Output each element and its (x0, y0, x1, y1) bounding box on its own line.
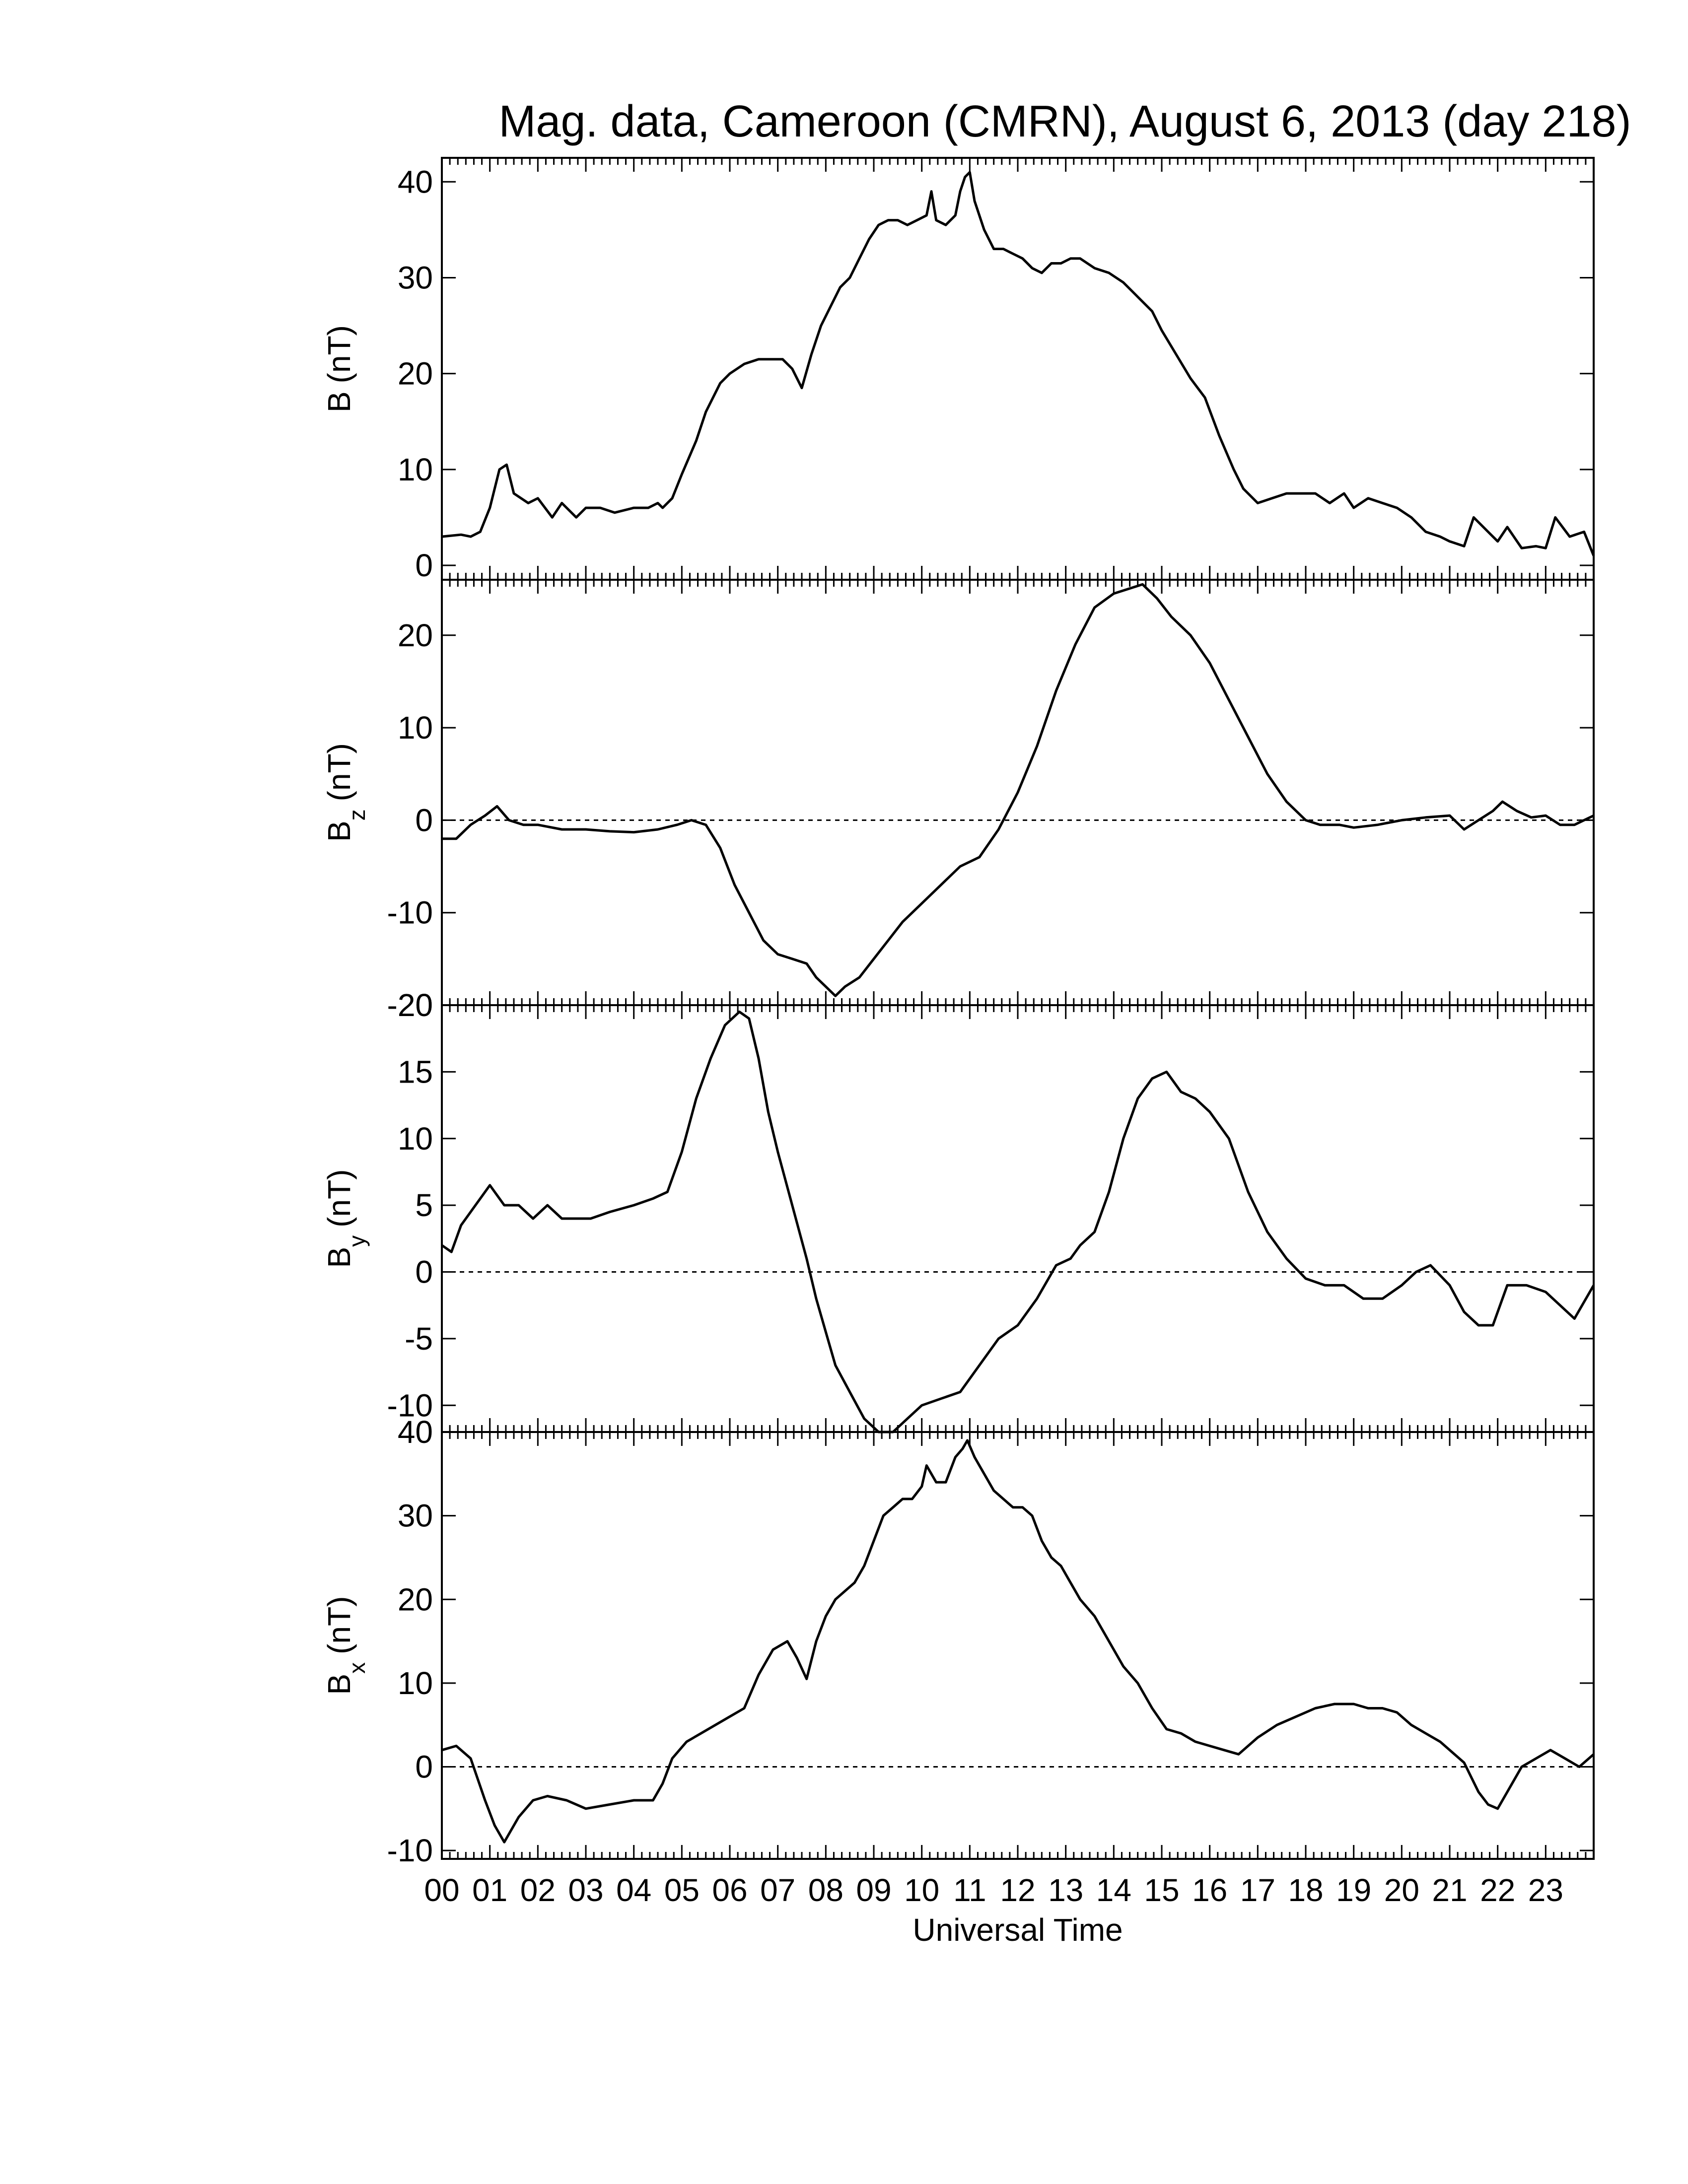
y-axis-label-subscript: y (344, 1235, 370, 1247)
x-tick-label: 05 (664, 1872, 700, 1908)
y-axis-label-unit: (nT) (321, 325, 357, 383)
panel-frame (441, 1004, 1595, 1433)
y-axis-label-unit: (nT) (321, 1169, 357, 1228)
x-tick-label: 19 (1336, 1872, 1371, 1908)
y-axis-label-symbol: B (321, 1247, 357, 1268)
x-tick-label: 13 (1048, 1872, 1083, 1908)
x-tick-label: 20 (1384, 1872, 1419, 1908)
y-axis-label: B (nT) (321, 325, 357, 412)
panel-3: -10 -5 0 5 10 15 20 By (nT) (321, 987, 1595, 1433)
x-tick-label: 01 (472, 1872, 507, 1908)
y-axis-label-symbol: B (321, 1674, 357, 1695)
y-tick-label: 10 (398, 452, 433, 487)
y-tick-label: -10 (387, 895, 433, 931)
y-tick-label: -5 (405, 1321, 433, 1357)
x-tick-label: 12 (1000, 1872, 1035, 1908)
x-tick-label: 17 (1240, 1872, 1275, 1908)
y-tick-label: -20 (387, 987, 433, 1023)
y-tick-label: 40 (398, 1414, 433, 1450)
x-tick-label: 23 (1528, 1872, 1563, 1908)
panel-1: 0 10 20 30 40 B (nT) (321, 157, 1595, 583)
y-tick-label: 20 (398, 1581, 433, 1617)
y-axis-label: Bz (nT) (321, 743, 370, 842)
y-tick-label: 0 (415, 802, 433, 838)
y-tick-label: 30 (398, 1498, 433, 1534)
panel-4: -10 0 10 20 30 40 Bx (nT) (321, 1414, 1595, 1868)
x-tick-label: 15 (1144, 1872, 1179, 1908)
x-tick-label: 08 (808, 1872, 844, 1908)
y-tick-label: 0 (415, 1749, 433, 1785)
panel-frame (441, 157, 1595, 581)
y-tick-label: 20 (398, 617, 433, 653)
x-tick-label: 04 (616, 1872, 651, 1908)
series-line (442, 583, 1595, 997)
y-tick-label: 10 (398, 710, 433, 746)
y-tick-label: 30 (398, 260, 433, 295)
x-tick-label: 03 (568, 1872, 603, 1908)
panel-stack: 010203040B(nT)-20-1001020Bz(nT)-10-50510… (321, 157, 1595, 1908)
x-tick-label: 00 (424, 1872, 459, 1908)
y-axis-label-subscript: x (344, 1662, 370, 1674)
y-tick-label: 20 (398, 356, 433, 392)
y-axis-label-symbol: B (321, 820, 357, 842)
y-tick-label: 0 (415, 1254, 433, 1290)
y-axis-label: By (nT) (321, 1169, 370, 1268)
y-tick-label: 10 (398, 1121, 433, 1157)
x-tick-label: 10 (904, 1872, 939, 1908)
y-tick-label: 10 (398, 1665, 433, 1701)
x-tick-label: 14 (1096, 1872, 1131, 1908)
y-axis-label-symbol: B (321, 391, 357, 412)
series-line (441, 171, 1595, 556)
y-axis-label: Bx (nT) (321, 1596, 370, 1695)
x-tick-label: 06 (712, 1872, 747, 1908)
y-axis-label-unit: (nT) (321, 743, 357, 801)
series-line (441, 1010, 1595, 1433)
y-tick-label: 0 (415, 547, 433, 583)
x-axis-label: Universal Time (913, 1912, 1123, 1948)
y-tick-label: -10 (387, 1833, 433, 1868)
y-axis-label-subscript: z (344, 809, 370, 820)
x-tick-label: 02 (520, 1872, 556, 1908)
x-tick-label: 09 (856, 1872, 891, 1908)
x-tick-label: 18 (1288, 1872, 1323, 1908)
x-tick-label: 21 (1432, 1872, 1467, 1908)
x-tick-label: 07 (760, 1872, 795, 1908)
y-tick-label: 40 (398, 164, 433, 200)
x-tick-label: 16 (1192, 1872, 1227, 1908)
panel-frame (441, 1431, 1595, 1860)
x-tick-label: 22 (1480, 1872, 1515, 1908)
y-axis-label-unit: (nT) (321, 1596, 357, 1654)
y-tick-label: 15 (398, 1054, 433, 1090)
chart-title: Mag. data, Cameroon (CMRN), August 6, 20… (498, 97, 1631, 146)
x-tick-label: 11 (953, 1872, 986, 1908)
panel-2: -20 -10 0 10 20 Bz (nT) (321, 579, 1595, 1023)
y-tick-label: 20 (398, 987, 433, 1023)
y-tick-label: 5 (415, 1187, 433, 1223)
series-line (441, 1439, 1595, 1843)
y-tick-label: -10 (387, 1387, 433, 1423)
